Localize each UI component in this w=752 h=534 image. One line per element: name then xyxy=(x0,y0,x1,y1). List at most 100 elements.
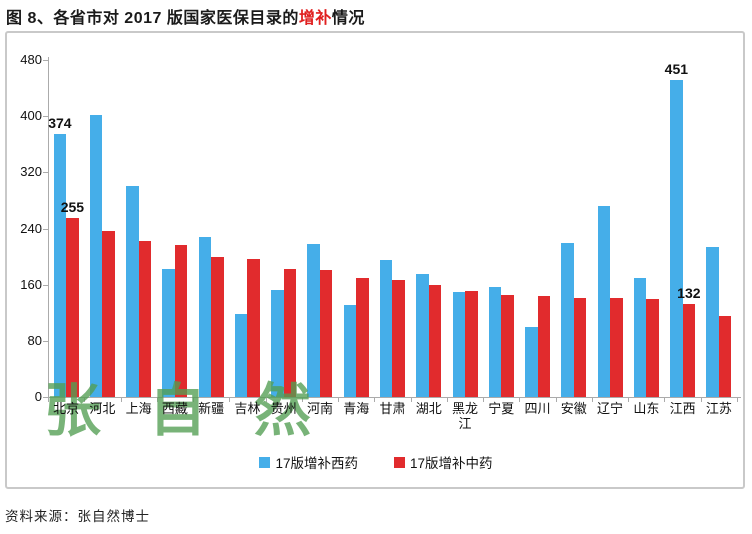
y-tick-mark xyxy=(43,284,48,286)
bar-zhongyao-宁夏 xyxy=(501,295,514,397)
y-tick-label: 0 xyxy=(34,389,42,404)
bar-value-label: 374 xyxy=(48,115,72,132)
bar-group-2 xyxy=(84,60,120,397)
y-tick-label: 240 xyxy=(20,220,42,236)
bar-group-4 xyxy=(157,60,193,397)
bar-zhongyao-新疆 xyxy=(211,256,224,397)
x-category-label: 黑龙江 xyxy=(452,401,479,432)
chart-title-prefix: 图 8、各省市对 2017 版国家医保目录的 xyxy=(6,10,299,27)
bar-xiyao-山东 xyxy=(633,278,647,397)
bar-group-13 xyxy=(483,60,519,397)
bar-zhongyao-甘肃 xyxy=(392,280,405,397)
x-axis-labels: 北京 河北 上海 西藏 新疆 吉林 贵州 河南 青海 甘肃 湖北 黑龙江 宁夏 四川 安徽 辽宁 山东 江西 江苏 xyxy=(48,401,737,437)
x-tick-mark xyxy=(555,398,557,402)
bar-group-17 xyxy=(628,60,664,397)
bar-zhongyao-北京: 255 xyxy=(61,199,84,397)
y-tick-mark xyxy=(43,397,48,398)
bar-zhongyao-上海 xyxy=(138,241,152,397)
bar-xiyao-西藏 xyxy=(162,268,175,397)
legend-swatch-red-icon xyxy=(394,456,405,468)
bar-group-16 xyxy=(592,60,628,397)
x-tick-mark xyxy=(700,398,702,402)
x-category-label: 河南 xyxy=(306,401,333,416)
bar-group-8 xyxy=(302,60,338,397)
x-category-label: 北京 xyxy=(53,401,80,416)
chart-title-highlight: 增补 xyxy=(298,10,332,27)
x-category-label: 安徽 xyxy=(560,401,587,416)
bar-zhongyao-四川 xyxy=(537,295,551,397)
y-tick-label: 400 xyxy=(20,108,42,124)
x-category-label: 湖北 xyxy=(415,401,442,416)
bar-zhongyao-江西: 132 xyxy=(677,285,701,397)
bar-xiyao-江苏 xyxy=(706,247,719,397)
x-category-label: 青海 xyxy=(343,401,370,416)
bar-zhongyao-青海 xyxy=(356,277,369,397)
x-tick-mark xyxy=(483,398,485,402)
y-tick-label: 480 xyxy=(20,52,42,67)
x-tick-mark xyxy=(193,398,195,402)
bar-group-12 xyxy=(447,60,483,397)
bar-xiyao-河北 xyxy=(89,114,103,397)
x-tick-mark xyxy=(410,398,412,402)
bar-xiyao-新疆 xyxy=(198,236,212,397)
bar-value-label: 451 xyxy=(664,61,689,78)
x-category-label: 四川 xyxy=(524,401,551,416)
x-category-label: 上海 xyxy=(125,401,152,416)
chart-title-suffix: 情况 xyxy=(331,10,365,27)
bar-zhongyao-山东 xyxy=(646,299,659,397)
x-tick-mark xyxy=(120,398,122,402)
bar-zhongyao-江苏 xyxy=(718,316,732,397)
x-tick-mark xyxy=(301,398,303,402)
bar-zhongyao-河南 xyxy=(319,269,333,397)
x-tick-mark xyxy=(48,398,49,402)
bar-zhongyao-辽宁 xyxy=(610,298,623,397)
bar-group-9 xyxy=(338,60,374,397)
bar-xiyao-宁夏 xyxy=(488,286,502,397)
y-tick-label: 80 xyxy=(27,332,42,348)
x-category-label: 贵州 xyxy=(270,401,297,416)
y-tick-mark xyxy=(43,116,48,118)
x-tick-mark xyxy=(628,398,630,402)
x-category-label: 江西 xyxy=(669,401,696,416)
bar-group-6 xyxy=(229,60,265,397)
chart-title: 图 8、各省市对 2017 版国家医保目录的增补情况 xyxy=(6,4,365,28)
bar-xiyao-江西: 451 xyxy=(665,61,688,397)
bar-xiyao-辽宁 xyxy=(597,206,611,397)
y-tick-mark xyxy=(43,340,48,342)
source-note: 资料来源：张自然博士 xyxy=(5,509,150,524)
bar-group-7 xyxy=(266,60,302,397)
x-tick-mark xyxy=(229,398,231,402)
legend: 17版增补西药 17版增补中药 xyxy=(0,452,752,472)
x-category-label: 河北 xyxy=(89,401,116,416)
x-tick-mark xyxy=(446,398,448,402)
bar-zhongyao-贵州 xyxy=(283,268,297,397)
bar-xiyao-黑龙江 xyxy=(452,291,466,397)
x-tick-mark xyxy=(84,398,86,402)
bar-xiyao-青海 xyxy=(343,305,357,397)
x-category-label: 吉林 xyxy=(234,401,261,416)
x-category-label: 山东 xyxy=(633,401,660,416)
y-tick-label: 320 xyxy=(20,164,42,180)
bar-group-1: 374 255 xyxy=(48,60,84,397)
x-tick-mark xyxy=(338,398,340,402)
bar-zhongyao-西藏 xyxy=(174,245,188,397)
x-tick-mark xyxy=(265,398,267,402)
bar-group-15 xyxy=(556,60,592,397)
bar-value-label: 132 xyxy=(677,285,701,302)
bar-zhongyao-吉林 xyxy=(247,259,260,397)
x-category-label: 江苏 xyxy=(705,401,732,416)
x-category-label: 甘肃 xyxy=(379,401,406,416)
x-tick-mark xyxy=(374,398,376,402)
y-tick-mark xyxy=(43,228,48,230)
y-tick-mark xyxy=(43,172,48,174)
bar-zhongyao-河北 xyxy=(102,231,115,397)
x-category-label: 辽宁 xyxy=(597,401,624,416)
bar-group-3 xyxy=(121,60,157,397)
y-tick-mark xyxy=(43,60,48,61)
bar-xiyao-河南 xyxy=(307,243,320,397)
x-category-label: 宁夏 xyxy=(488,401,515,416)
x-tick-mark xyxy=(591,398,593,402)
plot-area: 374 255 451 132 xyxy=(48,60,737,397)
bar-xiyao-湖北 xyxy=(416,274,429,397)
